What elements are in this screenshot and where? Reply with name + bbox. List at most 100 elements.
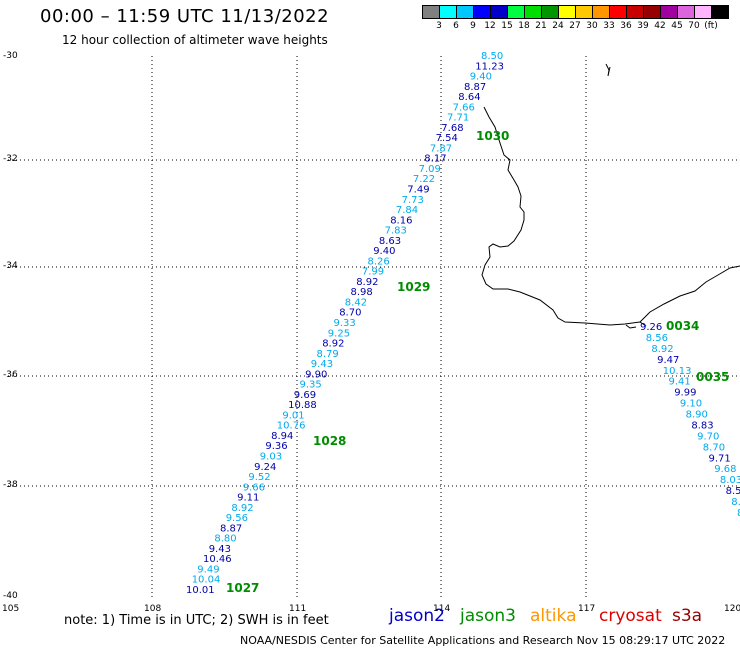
wave-height-value: 9.26 (640, 322, 662, 333)
wave-height-value: 8.63 (379, 236, 401, 247)
wave-height-value: 10.46 (203, 554, 232, 565)
wave-height-value: 9.90 (305, 369, 327, 380)
wave-height-value: 10.76 (277, 421, 306, 432)
wave-height-value: 7.54 (436, 133, 458, 144)
satellite-name-jason2: jason2 (389, 606, 445, 626)
wave-height-value: 8.70 (703, 442, 725, 453)
longitude-label: 120 (724, 604, 740, 614)
wave-height-value: 8.16 (390, 215, 412, 226)
wave-height-value: 8 (737, 508, 740, 519)
colorbar-label: 33 (603, 21, 615, 31)
latitude-label: -36 (3, 370, 18, 380)
longitude-label: 114 (433, 604, 451, 614)
colorbar-label: 42 (654, 21, 666, 31)
colorbar-label: 45 (671, 21, 683, 31)
wave-height-value: 9.40 (373, 246, 395, 257)
wave-height-value: 9.35 (300, 380, 322, 391)
latitude-label: -38 (3, 480, 18, 490)
wave-height-value: 9.11 (237, 493, 259, 504)
pass-time-label: 0034 (666, 319, 699, 333)
wave-height-colorbar (422, 5, 729, 19)
coastline-islands (625, 321, 647, 329)
wave-height-value: 7.49 (407, 185, 429, 196)
pass-time-label: 0035 (696, 370, 729, 384)
colorbar-label: 27 (569, 21, 581, 31)
footer-credit: NOAA/NESDIS Center for Satellite Applica… (240, 634, 726, 647)
wave-height-value: 9.01 (282, 410, 304, 421)
colorbar-label: 70 (688, 21, 700, 31)
wave-height-value: 9.70 (697, 431, 719, 442)
wave-height-value: 9.56 (226, 513, 248, 524)
wave-height-value: 9.24 (254, 462, 276, 473)
latitude-label: -40 (3, 591, 18, 601)
wave-height-value: 8.64 (458, 92, 480, 103)
wave-height-value: 9.40 (470, 72, 492, 83)
colorbar-label: 6 (453, 21, 459, 31)
colorbar-label: 30 (586, 21, 598, 31)
wave-height-value: 7.09 (419, 164, 441, 175)
wave-height-value: 10.01 (186, 585, 215, 596)
wave-height-value: 9.69 (294, 390, 316, 401)
colorbar-label: 3 (436, 21, 442, 31)
wave-height-value: 9.41 (669, 377, 691, 388)
wave-height-value: 9.25 (328, 328, 350, 339)
track-west-values: 8.5011.239.408.878.647.667.717.687.547.8… (186, 51, 504, 596)
wave-height-value: 9.43 (209, 544, 231, 555)
wave-height-value: 8.50 (481, 51, 503, 62)
wave-height-value: 8.92 (231, 503, 253, 514)
wave-height-value: 8.03 (720, 475, 740, 486)
wave-height-value: 10.13 (663, 366, 692, 377)
wave-height-value: 7.73 (402, 195, 424, 206)
pass-time-label: 1027 (226, 581, 259, 595)
latitude-label: -32 (3, 154, 18, 164)
wave-height-value: 8.54 (726, 486, 740, 497)
pass-time-label: 1030 (476, 129, 509, 143)
latitude-label: -30 (3, 51, 18, 61)
wave-height-value: 8.42 (345, 298, 367, 309)
wave-height-value: 10.88 (288, 400, 317, 411)
wave-height-value: 8.80 (214, 534, 236, 545)
wave-height-value: 11.23 (475, 61, 504, 72)
satellite-name-jason3: jason3 (460, 606, 516, 626)
wave-height-value: 9.47 (657, 355, 679, 366)
pass-time-label: 1029 (397, 280, 430, 294)
wave-height-value: 9.99 (674, 388, 696, 399)
longitude-label: 111 (289, 604, 307, 614)
wave-height-value: 9.10 (680, 399, 702, 410)
wave-height-value: 9.66 (243, 482, 265, 493)
colorbar-label: 9 (470, 21, 476, 31)
colorbar-label: 12 (484, 21, 496, 31)
track-east-values: 9.268.568.929.4710.139.419.999.108.908.8… (640, 322, 740, 519)
wave-height-value: 7.84 (396, 205, 418, 216)
wave-height-value: 9.33 (334, 318, 356, 329)
wave-height-value: 8.94 (271, 431, 293, 442)
wave-height-value: 9.36 (265, 441, 287, 452)
wave-height-value: 10.04 (192, 575, 221, 586)
longitude-label: 105 (2, 604, 20, 614)
wave-height-value: 8.56 (646, 333, 668, 344)
colorbar-label: 24 (552, 21, 564, 31)
map-subtitle: 12 hour collection of altimeter wave hei… (62, 33, 328, 47)
satellite-name-cryosat: cryosat (599, 606, 662, 626)
wave-height-value: 8.87 (464, 82, 486, 93)
wave-height-value: 9.71 (709, 453, 731, 464)
wave-height-value: 7.68 (441, 123, 463, 134)
units-note: note: 1) Time is in UTC; 2) SWH is in fe… (64, 613, 329, 628)
wave-height-value: 8.70 (339, 308, 361, 319)
longitude-label: 117 (578, 604, 596, 614)
wave-height-value: 8.92 (322, 339, 344, 350)
wave-height-value: 8.87 (220, 523, 242, 534)
latitude-label: -34 (3, 261, 18, 271)
satellite-name-altika: altika (530, 606, 577, 626)
colorbar-swatch (711, 5, 729, 19)
wave-height-value: 7.87 (430, 143, 452, 154)
wave-height-value: 9.03 (260, 452, 282, 463)
wave-height-value: 7.71 (447, 113, 469, 124)
australia-coastline (481, 63, 740, 326)
colorbar-label: (ft) (704, 21, 718, 31)
wave-height-value: 9.43 (311, 359, 333, 370)
wave-height-value: 8.79 (317, 349, 339, 360)
wave-height-value: 8.92 (356, 277, 378, 288)
colorbar-label: 39 (637, 21, 649, 31)
